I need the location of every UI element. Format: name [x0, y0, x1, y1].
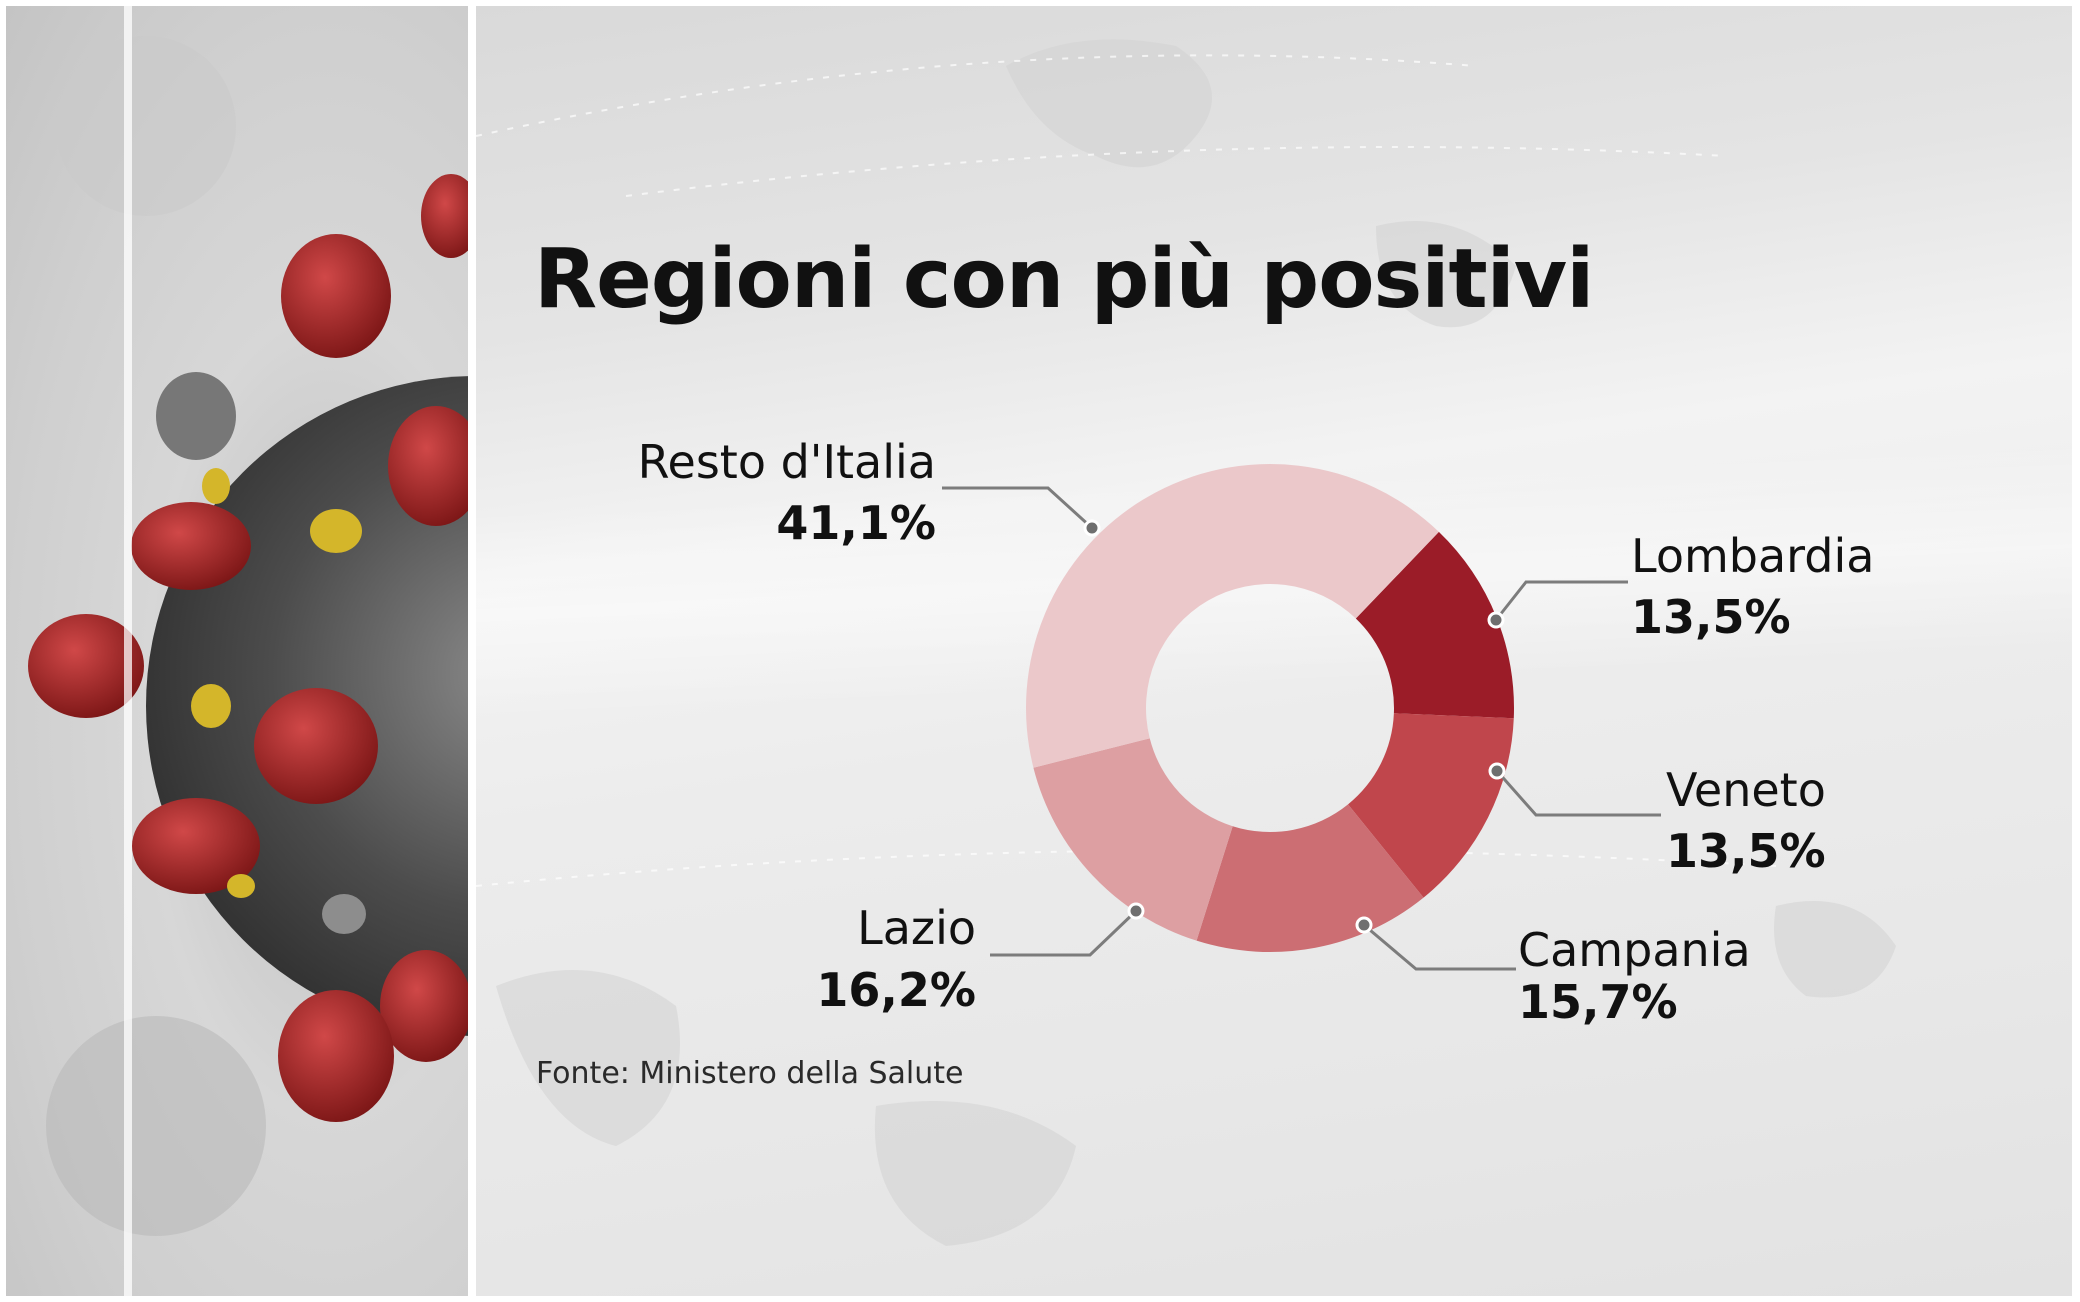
slice-name-label: Campania [1518, 923, 1751, 977]
leader-line [1496, 582, 1628, 620]
slice-value-label: 15,7% [1518, 975, 1678, 1029]
leader-dot [1357, 918, 1371, 932]
leader-dot [1490, 764, 1504, 778]
slice-name-label: Resto d'Italia [638, 435, 936, 489]
leader-dot [1085, 521, 1099, 535]
slice-value-label: 13,5% [1666, 824, 1826, 878]
leader-line [942, 488, 1092, 528]
slice-name-label: Veneto [1666, 763, 1826, 817]
leader-line [990, 911, 1136, 955]
donut-slices [1026, 464, 1514, 952]
leader-dot [1129, 904, 1143, 918]
frame: Regioni con più positivi Fonte: Minister… [6, 6, 2072, 1296]
slice-value-label: 16,2% [816, 963, 976, 1017]
slice-value-label: 13,5% [1631, 590, 1791, 644]
slice-value-label: 41,1% [776, 496, 936, 550]
leader-line [1364, 925, 1516, 969]
leader-dot [1489, 613, 1503, 627]
slice-name-label: Lazio [857, 901, 976, 955]
leader-line [1497, 771, 1661, 815]
slice-name-label: Lombardia [1631, 529, 1874, 583]
